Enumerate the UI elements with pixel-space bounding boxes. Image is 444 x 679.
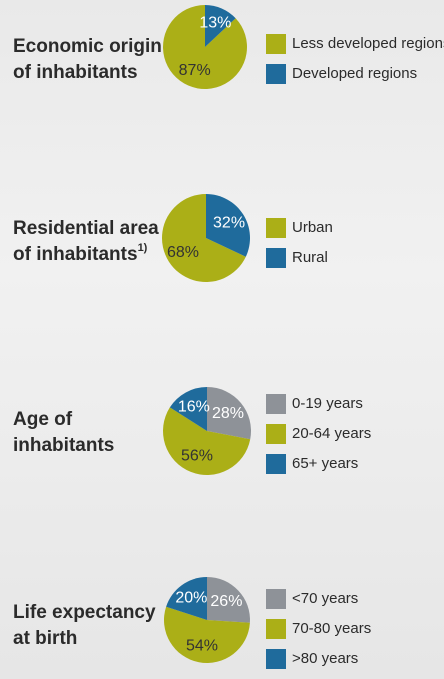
chart-title-line: Life expectancy <box>13 602 156 623</box>
value-label: 28% <box>212 405 244 422</box>
value-label: 54% <box>186 637 218 654</box>
chart-title: Economic origin <box>13 36 162 57</box>
legend-label: 20-64 years <box>292 425 371 442</box>
title-note: 1) <box>138 242 148 254</box>
legend-swatch <box>266 34 286 54</box>
value-label: 32% <box>213 215 245 232</box>
legend-swatch <box>266 248 286 268</box>
legend-label: 65+ years <box>292 455 358 472</box>
legend-swatch <box>266 424 286 444</box>
value-label: 16% <box>178 398 210 415</box>
chart-title-line: of inhabitants <box>13 62 138 83</box>
value-label: 56% <box>181 448 213 465</box>
chart-title: Residential area <box>13 218 159 239</box>
legend-label: >80 years <box>292 650 358 667</box>
chart-title-line: at birth <box>13 628 77 649</box>
legend-swatch <box>266 218 286 238</box>
legend-label: 70-80 years <box>292 620 371 637</box>
legend-swatch <box>266 394 286 414</box>
chart-title-line: inhabitants <box>13 435 114 456</box>
chart-title: at birth <box>13 628 77 649</box>
chart-title-line: Age of <box>13 409 73 430</box>
chart-title-line: of inhabitants <box>13 244 138 265</box>
legend-swatch <box>266 64 286 84</box>
legend-label: Rural <box>292 249 328 266</box>
legend-label: Less developed regions <box>292 35 444 52</box>
legend-swatch <box>266 649 286 669</box>
chart-title: Life expectancy <box>13 602 156 623</box>
legend-swatch <box>266 454 286 474</box>
legend-label: Urban <box>292 219 333 236</box>
infographic: Economic origin of inhabitants 87% 13% Less … <box>0 0 444 679</box>
legend-swatch <box>266 589 286 609</box>
chart-title-line: Residential area <box>13 218 159 239</box>
value-label: 68% <box>167 244 199 261</box>
legend-label: <70 years <box>292 590 358 607</box>
legend-label: 0-19 years <box>292 395 363 412</box>
legend-label: Developed regions <box>292 65 417 82</box>
value-label: 13% <box>199 14 231 31</box>
value-label: 87% <box>179 62 211 79</box>
legend-swatch <box>266 619 286 639</box>
value-label: 20% <box>175 590 207 607</box>
chart-title: Age of <box>13 409 73 430</box>
chart-title: of inhabitants1) <box>13 242 148 265</box>
chart-title: of inhabitants <box>13 62 138 83</box>
chart-title: inhabitants <box>13 435 114 456</box>
chart-title-line: Economic origin <box>13 36 162 57</box>
value-label: 26% <box>210 593 242 610</box>
